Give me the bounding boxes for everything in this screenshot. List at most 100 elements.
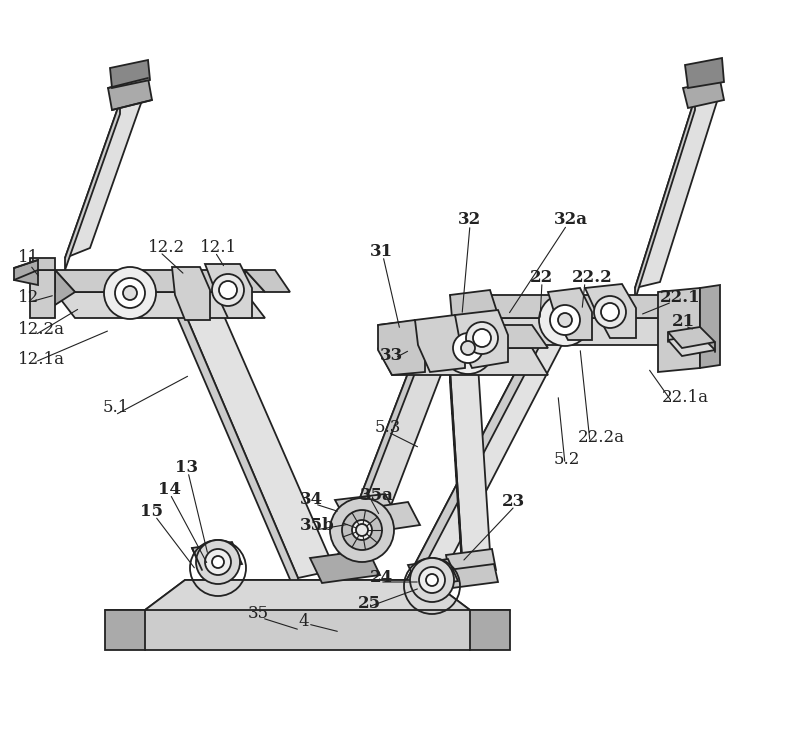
Circle shape <box>212 556 224 568</box>
Text: 25: 25 <box>358 594 381 611</box>
Polygon shape <box>685 58 724 88</box>
Text: 34: 34 <box>300 491 323 509</box>
Circle shape <box>442 322 494 374</box>
Polygon shape <box>408 559 458 587</box>
Circle shape <box>104 267 156 319</box>
Polygon shape <box>110 60 150 88</box>
Polygon shape <box>635 92 720 288</box>
Circle shape <box>558 313 572 327</box>
Text: 21: 21 <box>672 313 695 331</box>
Circle shape <box>461 341 475 355</box>
Polygon shape <box>450 370 462 568</box>
Text: 4: 4 <box>298 613 309 630</box>
Text: 5.2: 5.2 <box>554 452 580 468</box>
Text: 11: 11 <box>18 250 39 266</box>
Polygon shape <box>108 78 152 110</box>
Text: 22.2a: 22.2a <box>578 430 625 447</box>
Polygon shape <box>404 306 582 585</box>
Polygon shape <box>368 502 420 531</box>
Polygon shape <box>470 610 510 650</box>
Circle shape <box>539 294 591 346</box>
Polygon shape <box>450 295 680 318</box>
Text: 12.2a: 12.2a <box>18 321 65 338</box>
Circle shape <box>330 498 394 562</box>
Text: 22.1a: 22.1a <box>662 389 709 406</box>
Polygon shape <box>55 292 265 318</box>
Text: 13: 13 <box>175 460 198 477</box>
Circle shape <box>352 520 372 540</box>
Polygon shape <box>175 290 298 598</box>
Polygon shape <box>448 564 498 588</box>
Polygon shape <box>336 338 455 560</box>
Text: 5.3: 5.3 <box>375 419 402 436</box>
Circle shape <box>196 540 240 584</box>
Circle shape <box>426 574 438 586</box>
Circle shape <box>342 510 382 550</box>
Text: 23: 23 <box>502 493 526 510</box>
Circle shape <box>601 303 619 321</box>
Text: 12.2: 12.2 <box>148 239 185 255</box>
Polygon shape <box>192 542 242 570</box>
Polygon shape <box>450 290 498 342</box>
Text: 33: 33 <box>380 346 403 364</box>
Text: 22: 22 <box>530 269 554 286</box>
Polygon shape <box>415 315 465 372</box>
Polygon shape <box>378 320 432 348</box>
Circle shape <box>123 286 137 300</box>
Text: 22.2: 22.2 <box>572 269 613 286</box>
Polygon shape <box>105 610 145 650</box>
Polygon shape <box>55 270 265 292</box>
Polygon shape <box>635 98 695 300</box>
Polygon shape <box>335 494 398 524</box>
Polygon shape <box>668 335 715 356</box>
Circle shape <box>466 322 498 354</box>
Text: 35b: 35b <box>300 518 334 534</box>
Circle shape <box>419 567 445 593</box>
Text: 35: 35 <box>248 605 269 622</box>
Polygon shape <box>548 288 592 340</box>
Text: 5.1: 5.1 <box>103 400 130 417</box>
Polygon shape <box>450 365 490 558</box>
Text: 22.1: 22.1 <box>660 289 701 307</box>
Text: 35a: 35a <box>360 488 394 504</box>
Text: 32a: 32a <box>554 212 588 228</box>
Polygon shape <box>30 270 55 318</box>
Polygon shape <box>145 580 470 610</box>
Circle shape <box>453 333 483 363</box>
Polygon shape <box>378 348 548 375</box>
Polygon shape <box>65 92 145 258</box>
Polygon shape <box>683 80 724 108</box>
Text: 32: 32 <box>458 212 482 228</box>
Polygon shape <box>378 320 425 375</box>
Polygon shape <box>30 258 55 270</box>
Text: 15: 15 <box>140 504 163 520</box>
Polygon shape <box>700 285 720 368</box>
Polygon shape <box>378 325 548 348</box>
Circle shape <box>219 281 237 299</box>
Text: 12.1: 12.1 <box>200 239 237 255</box>
Polygon shape <box>658 288 700 372</box>
Circle shape <box>115 278 145 308</box>
Polygon shape <box>65 102 120 270</box>
Polygon shape <box>455 310 508 368</box>
Circle shape <box>212 274 244 306</box>
Polygon shape <box>336 342 420 578</box>
Circle shape <box>356 524 368 536</box>
Polygon shape <box>205 264 252 318</box>
Circle shape <box>550 305 580 335</box>
Circle shape <box>205 549 231 575</box>
Polygon shape <box>668 327 715 348</box>
Polygon shape <box>660 290 715 318</box>
Polygon shape <box>450 318 680 345</box>
Circle shape <box>410 558 454 602</box>
Polygon shape <box>105 580 510 650</box>
Polygon shape <box>245 270 290 292</box>
Polygon shape <box>404 310 548 605</box>
Circle shape <box>594 296 626 328</box>
Text: 12: 12 <box>18 289 39 307</box>
Circle shape <box>473 329 491 347</box>
Polygon shape <box>14 260 38 285</box>
Polygon shape <box>585 284 636 338</box>
Polygon shape <box>172 267 210 320</box>
Text: 31: 31 <box>370 244 393 261</box>
